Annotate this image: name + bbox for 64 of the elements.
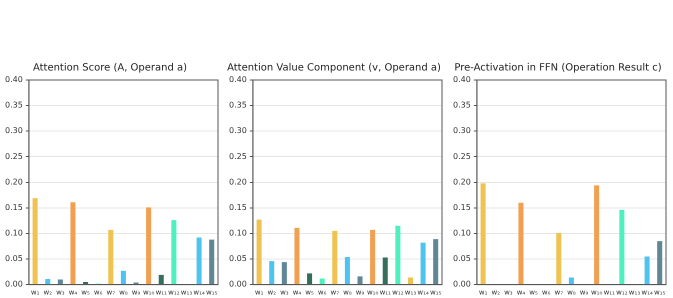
- bar: [58, 279, 63, 284]
- bar: [307, 273, 312, 284]
- bar: [644, 256, 650, 284]
- bar: [420, 242, 426, 284]
- y-tick-label: 0.10: [5, 228, 23, 238]
- y-tick-label: 0.05: [229, 254, 247, 264]
- bar: [209, 240, 214, 284]
- bar: [45, 278, 50, 284]
- bar: [370, 230, 376, 284]
- bar: [433, 239, 438, 284]
- y-tick-label: 0.30: [5, 126, 23, 136]
- y-tick-label: 0.20: [229, 177, 247, 186]
- bar: [619, 210, 624, 284]
- y-tick-label: 0.15: [453, 202, 471, 212]
- y-tick-label: 0.35: [5, 100, 23, 110]
- y-tick-label: 0.30: [453, 126, 471, 136]
- y-tick-label: 0.10: [453, 228, 471, 238]
- y-tick-label: 0.40: [229, 75, 247, 84]
- chart-title: Attention Value Component (v, Operand a): [227, 62, 442, 74]
- y-tick-label: 0.25: [453, 152, 471, 161]
- bar: [269, 261, 274, 284]
- bar: [395, 226, 400, 284]
- y-tick-label: 0.25: [229, 152, 247, 161]
- y-tick-label: 0.00: [229, 280, 247, 289]
- y-tick-label: 0.15: [229, 202, 247, 212]
- bar: [568, 277, 574, 284]
- bar: [657, 241, 662, 284]
- bar: [158, 274, 164, 284]
- bar: [196, 238, 202, 284]
- bar: [32, 198, 38, 284]
- y-tick-label: 0.20: [453, 177, 471, 186]
- bar: [294, 228, 300, 284]
- bar: [70, 202, 76, 284]
- chart-title: Pre-Activation in FFN (Operation Result c): [454, 62, 662, 74]
- bar: [332, 230, 338, 284]
- bar: [282, 262, 287, 284]
- bar: [320, 278, 325, 284]
- chart-title: Attention Score (A, Operand a): [32, 62, 188, 74]
- bar: [344, 256, 350, 284]
- y-tick-label: 0.10: [229, 228, 247, 238]
- bar: [408, 277, 413, 284]
- y-tick-label: 0.35: [229, 100, 247, 110]
- bar: [171, 220, 176, 284]
- y-tick-label: 0.30: [229, 126, 247, 136]
- y-tick-label: 0.20: [5, 177, 23, 186]
- y-tick-label: 0.25: [5, 152, 23, 161]
- bar: [357, 276, 363, 284]
- bar: [556, 232, 562, 284]
- y-tick-label: 0.05: [453, 254, 471, 264]
- bar: [382, 257, 388, 284]
- bar: [256, 220, 262, 284]
- bar: [146, 207, 152, 284]
- y-tick-label: 0.35: [453, 100, 471, 110]
- bar: [120, 270, 126, 284]
- y-tick-label: 0.40: [453, 75, 471, 84]
- y-tick-label: 0.00: [5, 280, 23, 289]
- y-tick-label: 0.40: [5, 75, 23, 84]
- y-tick-label: 0.05: [5, 254, 23, 264]
- y-tick-label: 0.00: [453, 280, 471, 289]
- bar: [480, 183, 486, 284]
- bar: [108, 230, 114, 284]
- y-tick-label: 0.15: [5, 202, 23, 212]
- bar: [518, 202, 524, 284]
- bar: [594, 185, 600, 284]
